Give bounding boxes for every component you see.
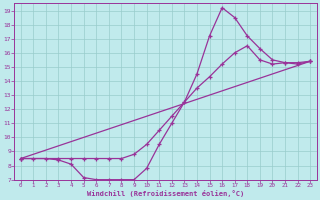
X-axis label: Windchill (Refroidissement éolien,°C): Windchill (Refroidissement éolien,°C) bbox=[87, 190, 244, 197]
